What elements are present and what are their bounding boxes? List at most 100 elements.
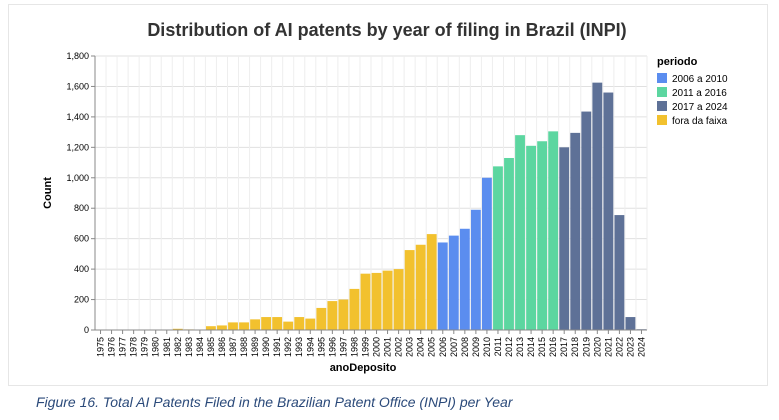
bar-2016: [548, 131, 559, 330]
bar-2012: [504, 157, 514, 330]
bar-2003: [404, 250, 415, 330]
x-tick-label: 2021: [603, 337, 613, 357]
bar-2000: [371, 272, 382, 330]
x-tick-label: 2009: [471, 337, 481, 357]
legend-title: periodo: [657, 56, 698, 68]
bar-2017: [559, 147, 570, 330]
y-tick-label: 1,200: [66, 142, 89, 152]
x-tick-label: 1983: [184, 337, 194, 357]
x-tick-label: 1996: [327, 337, 337, 357]
bar-1988: [239, 322, 249, 330]
x-tick-label: 1978: [129, 337, 139, 357]
legend: periodo 2006 a 2010 2011 a 2016 2017 a 202…: [657, 56, 728, 127]
x-tick-label: 2007: [449, 337, 459, 357]
bar-2005: [426, 234, 437, 330]
bar-1994: [305, 318, 316, 330]
bar-1998: [349, 288, 360, 330]
x-tick-label: 1982: [173, 337, 183, 357]
bar-2022: [614, 215, 625, 330]
x-tick-label: 2024: [636, 337, 646, 357]
bar-2020: [592, 82, 603, 330]
x-tick-label: 1991: [272, 337, 282, 357]
figure-caption: Figure 16. Total AI Patents Filed in the…: [36, 394, 513, 410]
bar-2011: [493, 166, 503, 330]
x-tick-label: 2008: [460, 337, 470, 357]
x-tick-label: 2010: [482, 337, 492, 357]
bar-1992: [283, 321, 294, 330]
x-tick-label: 1986: [217, 337, 227, 357]
x-tick-label: 2023: [625, 337, 635, 357]
x-tick-label: 1988: [239, 337, 249, 357]
y-axis-title: Count: [42, 177, 54, 209]
y-tick-label: 400: [74, 264, 89, 274]
x-tick-label: 1999: [360, 337, 370, 357]
bar-1990: [261, 317, 272, 330]
x-tick-label: 1992: [283, 337, 293, 357]
x-tick-label: 2017: [559, 337, 569, 357]
bar-2004: [415, 244, 426, 330]
bar-2013: [515, 135, 525, 330]
bar-2019: [581, 111, 592, 330]
bar-1985: [206, 326, 216, 330]
y-tick-label: 1,400: [66, 112, 89, 122]
bars: [95, 82, 647, 331]
bar-2007: [448, 235, 459, 330]
x-tick-label: 2013: [515, 337, 525, 357]
x-tick-label: 1976: [107, 337, 117, 357]
x-tick-label: 2000: [372, 337, 382, 357]
x-tick-label: 2020: [592, 337, 602, 357]
x-tick-label: 2012: [504, 337, 514, 357]
x-tick-label: 2006: [438, 337, 448, 357]
bar-2021: [603, 92, 614, 331]
x-tick-label: 1987: [228, 337, 238, 357]
legend-label: fora da faixa: [672, 116, 727, 127]
bar-2023: [625, 317, 636, 330]
bar-2002: [393, 269, 404, 330]
bar-2018: [570, 132, 581, 330]
x-tick-label: 1998: [349, 337, 359, 357]
x-tick-label: 1985: [206, 337, 216, 357]
grid-lines: [94, 55, 648, 331]
bar-1982: [172, 328, 183, 330]
x-tick-label: 2016: [548, 337, 558, 357]
x-tick-label: 1980: [151, 337, 161, 357]
y-tick-label: 1,800: [66, 51, 89, 61]
x-tick-label: 2022: [614, 337, 624, 357]
bar-2001: [382, 270, 393, 330]
bar-1999: [360, 273, 371, 330]
x-tick-label: 2005: [427, 337, 437, 357]
x-tick-label: 1990: [261, 337, 271, 357]
axes: 0 200 400 600 800 1,000 1,200 1,400 1,600 1,800 19…: [66, 51, 647, 357]
bar-1986: [217, 325, 227, 330]
y-tick-label: 600: [74, 234, 89, 244]
bar-2006: [437, 242, 448, 330]
legend-swatch: [657, 101, 667, 111]
bar-1989: [250, 319, 260, 330]
x-tick-label: 2003: [405, 337, 415, 357]
legend-swatch: [657, 115, 667, 125]
x-tick-label: 1994: [305, 337, 315, 357]
legend-label: 2006 a 2010: [672, 74, 728, 85]
bar-1995: [316, 307, 327, 330]
x-tick-label: 2004: [416, 337, 426, 357]
legend-label: 2011 a 2016: [672, 88, 727, 99]
x-tick-label: 1993: [294, 337, 304, 357]
x-tick-label: 1979: [140, 337, 150, 357]
x-tick-label: 1977: [118, 337, 128, 357]
x-tick-label: 1995: [316, 337, 326, 357]
chart-title: Distribution of AI patents by year of fi…: [147, 20, 626, 40]
legend-label: 2017 a 2024: [672, 102, 728, 113]
x-tick-label: 1989: [250, 337, 260, 357]
bar-1993: [294, 317, 305, 330]
x-tick-label: 1984: [195, 337, 205, 357]
bar-2009: [470, 209, 481, 330]
x-tick-label: 2011: [493, 337, 503, 356]
y-tick-label: 0: [84, 325, 89, 335]
x-tick-label: 1997: [338, 337, 348, 357]
x-tick-label: 2019: [581, 337, 591, 357]
y-tick-label: 1,000: [66, 173, 89, 183]
bar-1987: [228, 322, 238, 330]
x-tick-label: 2015: [537, 337, 547, 357]
bar-2014: [526, 145, 536, 330]
y-tick-label: 800: [74, 203, 89, 213]
